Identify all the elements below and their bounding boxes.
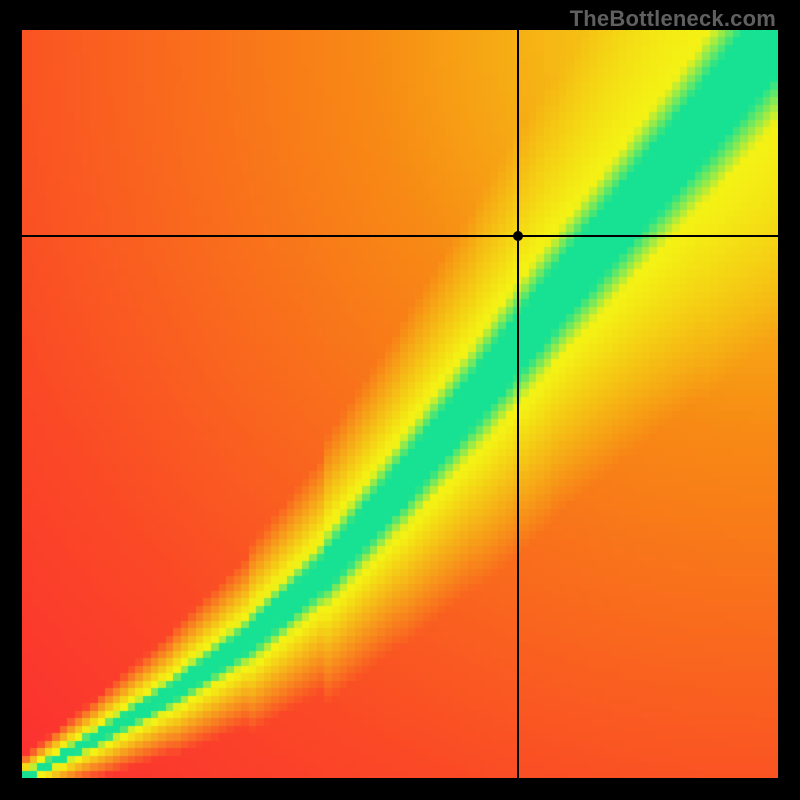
crosshair-marker-dot bbox=[513, 231, 523, 241]
watermark-text: TheBottleneck.com bbox=[570, 6, 776, 32]
crosshair-horizontal-line bbox=[22, 235, 778, 237]
crosshair-vertical-line bbox=[517, 30, 519, 778]
heatmap-plot bbox=[22, 30, 778, 778]
heatmap-canvas bbox=[22, 30, 778, 778]
